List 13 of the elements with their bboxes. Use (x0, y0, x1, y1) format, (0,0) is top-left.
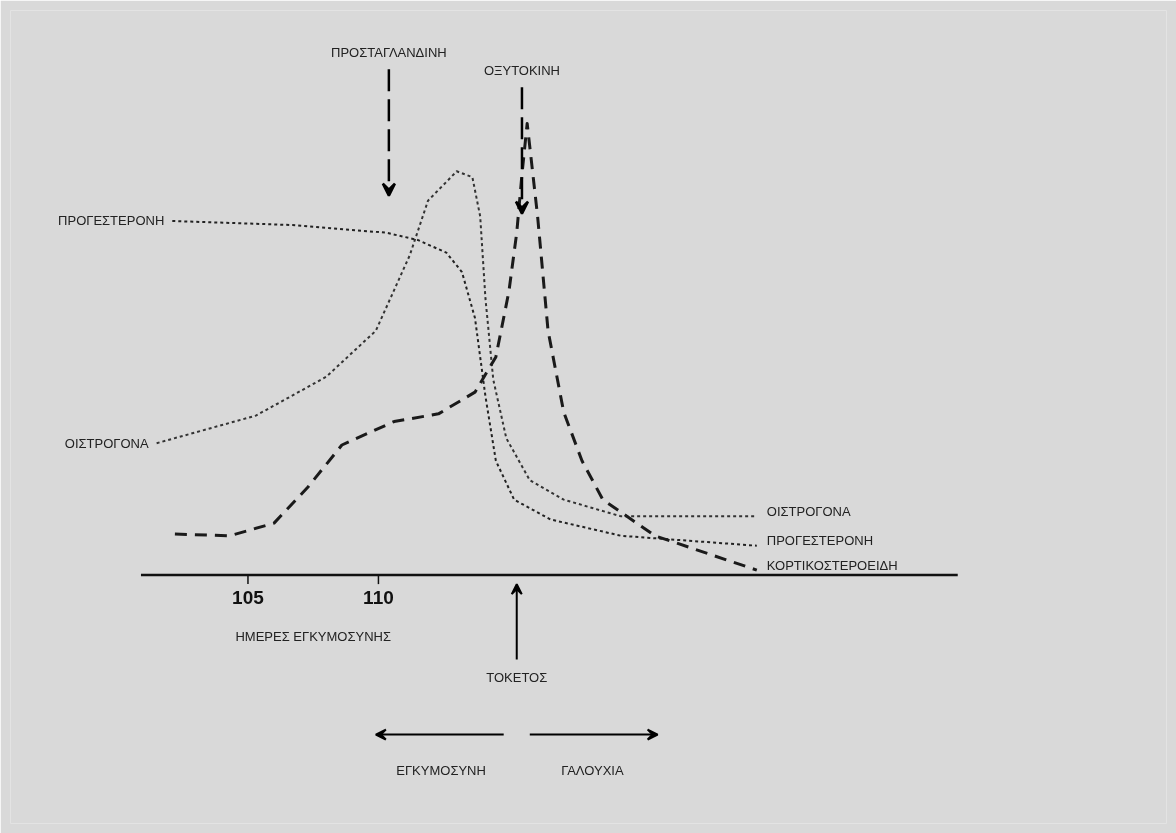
annotation: ΠΡΟΓΕΣΤΕΡΟΝΗ (58, 213, 165, 229)
x-axis-title: ΗΜΕΡΕΣ ΕΓΚΥΜΟΣΥΝΗΣ (235, 629, 391, 645)
annotation: ΟΙΣΤΡΟΓΟΝΑ (64, 435, 149, 451)
text: ΠΡΟΣΤΑΓΛΑΝΔΙΝΗ (331, 45, 447, 61)
series-label: ΠΡΟΓΕΣΤΕΡΟΝΗ (766, 533, 874, 549)
text: ΟΞΥΤΟΚΙΝΗ (483, 63, 561, 79)
x-tick-label: 110 (363, 586, 394, 608)
series-label: ΚΟΡΤΙΚΟΣΤΕΡΟΕΙΔΗ (766, 557, 898, 573)
series-label: ΟΙΣΤΡΟΓΟΝΑ (766, 503, 851, 519)
x-tick-label: 105 (232, 586, 265, 608)
text: ΓΑΛΟΥΧΙΑ (561, 763, 624, 779)
text: ΤΟΚΕΤΟΣ (486, 670, 548, 686)
text: ΕΓΚΥΜΟΣΥΝΗ (396, 763, 486, 779)
